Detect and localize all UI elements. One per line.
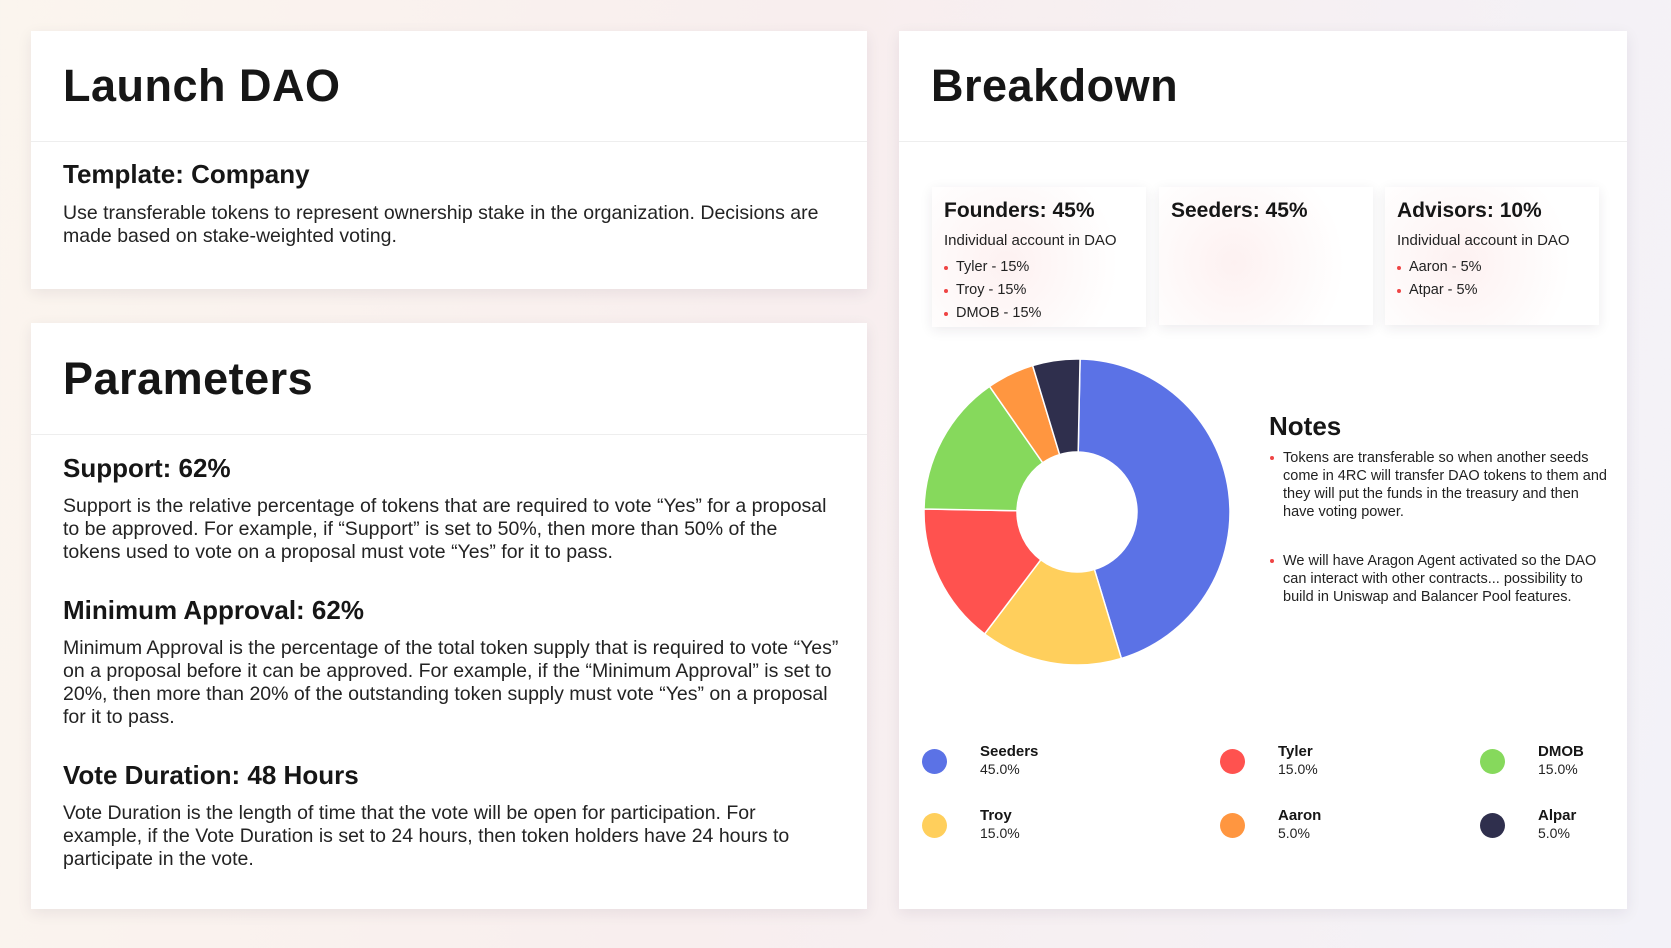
legend-color-icon [1480, 813, 1505, 838]
advisors-title: Advisors: 10% [1397, 199, 1542, 222]
list-item: DMOB - 15% [944, 302, 1134, 325]
legend-color-icon [1220, 749, 1245, 774]
legend-name: Seeders [980, 743, 1039, 760]
parameters-card: Parameters Support: 62% Support is the r… [31, 323, 867, 909]
launch-dao-card: Launch DAO Template: Company Use transfe… [31, 31, 867, 289]
advisors-box: Advisors: 10% Individual account in DAO … [1385, 187, 1599, 325]
support-description: Support is the relative percentage of to… [63, 495, 827, 563]
seeders-title: Seeders: 45% [1171, 199, 1308, 222]
legend-item-aaron: Aaron 5.0% [1220, 807, 1420, 847]
founders-subtitle: Individual account in DAO [944, 232, 1117, 249]
legend-value: 15.0% [1538, 761, 1578, 777]
notes-title: Notes [1269, 411, 1342, 441]
launch-dao-title: Launch DAO [63, 60, 341, 111]
list-item: Aaron - 5% [1397, 256, 1587, 279]
legend-value: 15.0% [1278, 761, 1318, 777]
legend-value: 5.0% [1538, 825, 1570, 841]
vote-duration-title: Vote Duration: 48 Hours [63, 760, 359, 790]
bullet-icon [1270, 456, 1274, 460]
legend-item-troy: Troy 15.0% [922, 807, 1122, 847]
bullet-icon [1270, 559, 1274, 563]
founders-box: Founders: 45% Individual account in DAO … [932, 187, 1146, 327]
donut-slice-dmob [923, 385, 1044, 512]
legend-color-icon [1220, 813, 1245, 838]
legend-value: 15.0% [980, 825, 1020, 841]
founders-list: Tyler - 15% Troy - 15% DMOB - 15% [944, 256, 1134, 325]
bullet-icon [944, 312, 948, 316]
note-item: Tokens are transferable so when another … [1270, 449, 1610, 521]
legend-color-icon [1480, 749, 1505, 774]
minimum-approval-title: Minimum Approval: 62% [63, 595, 364, 625]
legend-item-alpar: Alpar 5.0% [1480, 807, 1671, 847]
bullet-icon [1397, 289, 1401, 293]
breakdown-header: Breakdown [899, 31, 1627, 142]
parameters-header: Parameters [31, 323, 867, 435]
donut-slice-alpar [1031, 358, 1081, 456]
legend-name: Aaron [1278, 807, 1322, 824]
donut-slice-seeders [1077, 358, 1231, 660]
legend-value: 45.0% [980, 761, 1020, 777]
founders-title: Founders: 45% [944, 199, 1095, 222]
note-item: We will have Aragon Agent activated so t… [1270, 552, 1610, 606]
legend-color-icon [922, 813, 947, 838]
parameters-title: Parameters [63, 352, 314, 404]
donut-slice-troy [983, 558, 1123, 666]
template-title: Template: Company [63, 159, 310, 189]
support-title: Support: 62% [63, 453, 231, 483]
legend-item-seeders: Seeders 45.0% [922, 743, 1122, 783]
list-item: Atpar - 5% [1397, 279, 1587, 302]
bullet-icon [1397, 266, 1401, 270]
bullet-icon [944, 266, 948, 270]
list-item: Troy - 15% [944, 279, 1134, 302]
advisors-subtitle: Individual account in DAO [1397, 232, 1570, 249]
template-description: Use transferable tokens to represent own… [63, 202, 819, 247]
legend-name: Alpar [1538, 807, 1577, 824]
allocation-donut-chart [923, 358, 1231, 666]
legend-name: Tyler [1278, 743, 1313, 760]
breakdown-title: Breakdown [931, 60, 1179, 111]
legend-item-dmob: DMOB 15.0% [1480, 743, 1671, 783]
vote-duration-description: Vote Duration is the length of time that… [63, 802, 790, 870]
legend-name: DMOB [1538, 743, 1584, 760]
bullet-icon [944, 289, 948, 293]
legend-color-icon [922, 749, 947, 774]
donut-slice-tyler [923, 508, 1042, 636]
legend-name: Troy [980, 807, 1012, 824]
minimum-approval-description: Minimum Approval is the percentage of th… [63, 637, 839, 728]
seeders-box: Seeders: 45% [1159, 187, 1373, 325]
list-item: Tyler - 15% [944, 256, 1134, 279]
legend-item-tyler: Tyler 15.0% [1220, 743, 1420, 783]
advisors-list: Aaron - 5% Atpar - 5% [1397, 256, 1587, 302]
launch-dao-header: Launch DAO [31, 31, 867, 142]
legend-value: 5.0% [1278, 825, 1310, 841]
